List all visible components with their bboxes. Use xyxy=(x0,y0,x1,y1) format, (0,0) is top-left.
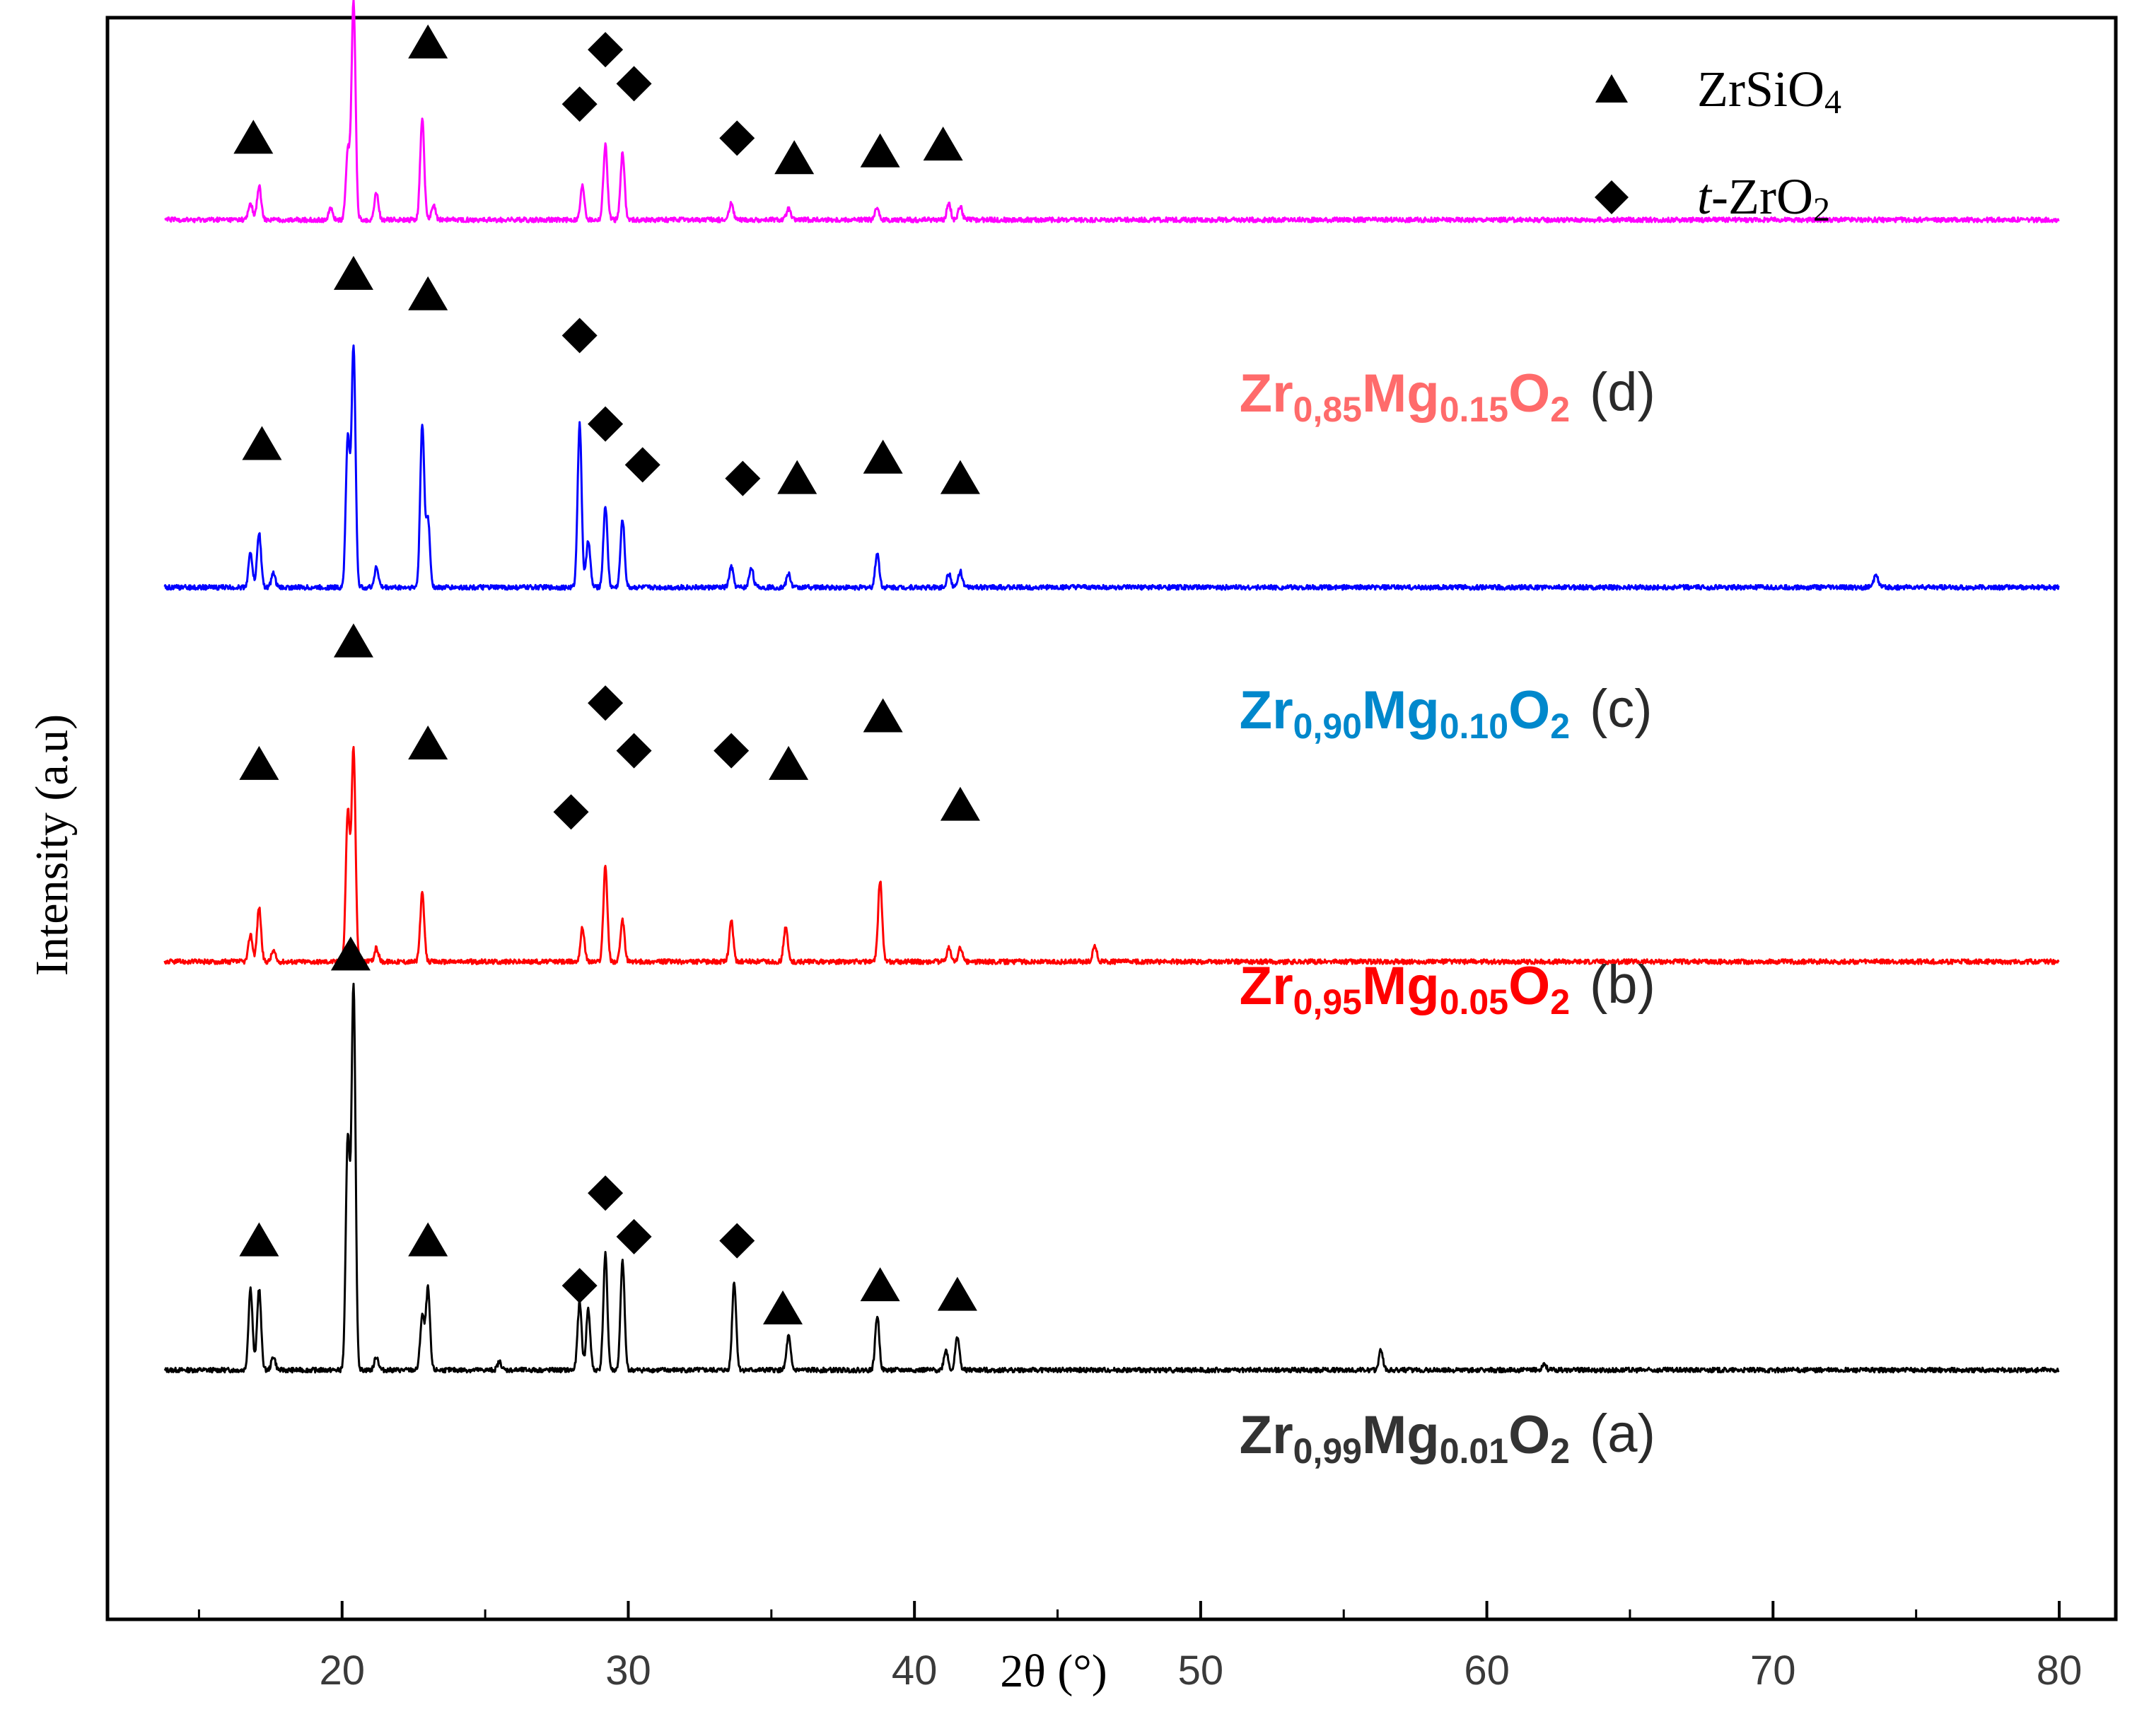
zrsio4-triangle-marker xyxy=(408,726,448,759)
tzro2-diamond-marker xyxy=(588,685,624,721)
legend-zrsio4-base: ZrSiO xyxy=(1697,61,1824,117)
x-tick-label: 40 xyxy=(892,1648,938,1694)
zrsio4-triangle-marker xyxy=(239,745,279,780)
tzro2-diamond-marker xyxy=(588,32,624,68)
legend-tzro2-italic: t xyxy=(1697,168,1713,225)
legend-triangle-icon xyxy=(1595,74,1628,103)
tzro2-diamond-marker xyxy=(719,1223,755,1259)
tzro2-diamond-marker xyxy=(588,406,624,442)
sample-tag-d: (d) xyxy=(1590,362,1655,422)
zrsio4-triangle-marker xyxy=(863,439,903,474)
legend: ZrSiO4 t-ZrO2 xyxy=(1595,61,1841,228)
x-tick-label: 80 xyxy=(2037,1648,2083,1694)
sample-label-d: Zr0,85Mg0.15O2 xyxy=(1240,363,1570,429)
zrsio4-triangle-marker xyxy=(777,460,817,494)
y-axis-title: Intensity (a.u) xyxy=(26,714,78,976)
series-line-c xyxy=(163,344,2060,591)
zrsio4-triangle-marker xyxy=(940,460,980,494)
x-axis: 20 30 40 50 60 70 80 xyxy=(197,1601,2083,1694)
sample-labels: Zr0,85Mg0.15O2 (d) Zr0,90Mg0.10O2 (c) Zr… xyxy=(1240,362,1655,1471)
zrsio4-triangle-marker xyxy=(863,698,903,733)
series-line-b xyxy=(163,745,2060,965)
sample-label-c: Zr0,90Mg0.10O2 xyxy=(1240,680,1570,746)
zrsio4-triangle-marker xyxy=(769,745,809,780)
peak-markers xyxy=(233,24,980,1324)
tzro2-diamond-marker xyxy=(616,733,652,769)
legend-diamond-icon xyxy=(1595,180,1629,214)
sample-label-a: Zr0,99Mg0.01O2 xyxy=(1240,1405,1570,1471)
sample-tag-c: (c) xyxy=(1590,679,1653,739)
zrsio4-triangle-marker xyxy=(333,255,373,290)
zrsio4-triangle-marker xyxy=(239,1222,279,1257)
zrsio4-triangle-marker xyxy=(860,133,900,168)
zrsio4-triangle-marker xyxy=(242,426,282,460)
zrsio4-triangle-marker xyxy=(233,120,274,154)
zrsio4-triangle-marker xyxy=(940,786,980,821)
zrsio4-triangle-marker xyxy=(763,1290,803,1324)
sample-tag-b: (b) xyxy=(1590,955,1655,1015)
zrsio4-triangle-marker xyxy=(333,623,373,658)
series-line-a xyxy=(163,982,2060,1374)
tzro2-diamond-marker xyxy=(624,447,660,483)
x-axis-title: 2θ (°) xyxy=(1000,1645,1107,1697)
zrsio4-triangle-marker xyxy=(408,24,448,59)
series-line-d xyxy=(164,0,2060,223)
tzro2-diamond-marker xyxy=(561,318,598,354)
zrsio4-triangle-marker xyxy=(408,276,448,310)
zrsio4-triangle-marker xyxy=(937,1276,977,1311)
tzro2-diamond-marker xyxy=(725,460,761,496)
x-tick-label: 20 xyxy=(320,1648,366,1694)
tzro2-diamond-marker xyxy=(616,1218,652,1254)
sample-tag-a: (a) xyxy=(1590,1404,1655,1464)
zrsio4-triangle-marker xyxy=(330,936,371,971)
legend-zrsio4-sub: 4 xyxy=(1824,83,1841,121)
x-tick-label: 30 xyxy=(605,1648,651,1694)
zrsio4-triangle-marker xyxy=(860,1267,900,1302)
tzro2-diamond-marker xyxy=(561,86,598,122)
legend-tzro2-sub: 2 xyxy=(1813,191,1830,228)
legend-label-tzro2: t-ZrO2 xyxy=(1697,168,1830,228)
tzro2-diamond-marker xyxy=(616,66,652,102)
tzro2-diamond-marker xyxy=(588,1175,624,1211)
zrsio4-triangle-marker xyxy=(923,127,963,161)
tzro2-diamond-marker xyxy=(719,120,755,156)
x-tick-label: 60 xyxy=(1464,1648,1510,1694)
x-tick-label: 50 xyxy=(1178,1648,1224,1694)
legend-label-zrsio4: ZrSiO4 xyxy=(1697,61,1841,121)
tzro2-diamond-marker xyxy=(553,794,589,830)
zrsio4-triangle-marker xyxy=(774,140,815,175)
tzro2-diamond-marker xyxy=(561,1268,598,1304)
legend-tzro2-base: -ZrO xyxy=(1711,168,1813,225)
zrsio4-triangle-marker xyxy=(408,1222,448,1257)
sample-label-b: Zr0,95Mg0.05O2 xyxy=(1240,956,1570,1022)
series-lines xyxy=(163,0,2060,1374)
tzro2-diamond-marker xyxy=(714,733,750,769)
x-tick-label: 70 xyxy=(1750,1648,1796,1694)
plot-frame xyxy=(105,16,2118,1621)
